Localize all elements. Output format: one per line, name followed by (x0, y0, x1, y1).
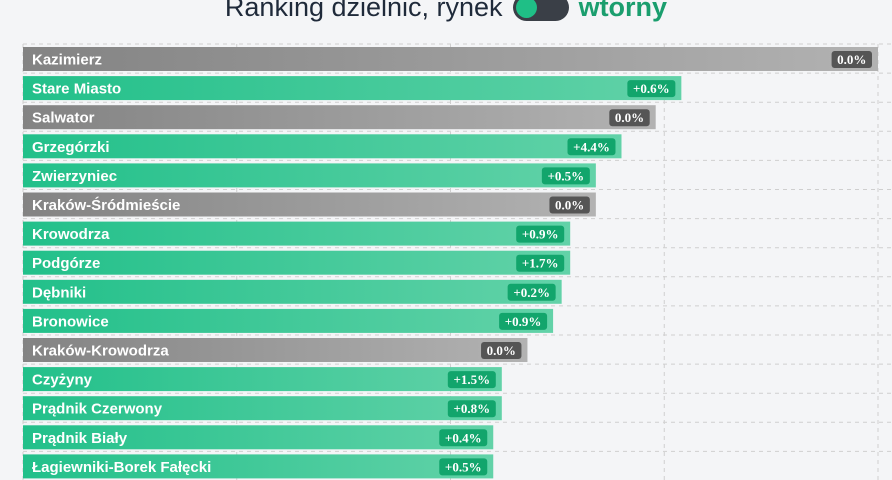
market-toggle[interactable] (512, 0, 569, 21)
bar[interactable] (23, 47, 878, 71)
bar[interactable] (23, 221, 571, 246)
bar-row[interactable]: Podgórze +1.7% (23, 250, 571, 275)
bar-label: Łagiewniki-Borek Fałęcki (32, 459, 211, 476)
change-badge-text: +0.9% (505, 314, 542, 329)
bar-row[interactable]: Bronowice +0.9% (23, 308, 554, 333)
bar-label: Zwierzyniec (32, 168, 117, 185)
change-badge (541, 167, 590, 185)
change-badge (439, 458, 488, 476)
bar-layer: Kazimierz 0.0% Stare Miasto +0.6% Salwator 0.… (23, 47, 878, 479)
bar-label: Prądnik Biały (32, 430, 128, 447)
bar-label: Kraków-Śródmieście (32, 196, 180, 214)
bar[interactable] (23, 425, 494, 450)
bar[interactable] (23, 76, 682, 101)
bar-row[interactable]: Kazimierz 0.0% (23, 47, 878, 71)
bar-row[interactable]: Kraków-Krowodrza 0.0% (23, 338, 528, 362)
bar-row[interactable]: Kraków-Śródmieście 0.0% (23, 192, 596, 217)
bar-label: Salwator (32, 110, 95, 127)
change-badge-text: +1.5% (453, 372, 490, 387)
change-badge (481, 342, 522, 359)
change-badge-text: 0.0% (555, 198, 584, 213)
change-badge-text: +0.5% (445, 459, 482, 474)
change-badge-text: +0.4% (445, 430, 482, 445)
bar[interactable] (23, 192, 596, 217)
change-badge (567, 138, 616, 156)
grid-layer (22, 43, 892, 480)
bar-label: Kazimierz (32, 52, 102, 69)
bar-label: Dębniki (32, 284, 86, 301)
bar-row[interactable]: Prądnik Czerwony +0.8% (23, 396, 502, 421)
bar-row[interactable]: Dębniki +0.2% (23, 279, 562, 304)
change-badge-text: +0.5% (548, 168, 585, 183)
change-badge (499, 312, 548, 330)
change-badge (447, 371, 496, 389)
bar-row[interactable]: Czyżyny +1.5% (23, 367, 502, 392)
bar-row[interactable]: Prądnik Biały +0.4% (23, 425, 494, 450)
bar-label: Bronowice (32, 313, 109, 330)
bar[interactable] (23, 308, 554, 333)
market-mode-label: wtorny (578, 0, 668, 22)
change-badge (831, 51, 872, 68)
bar[interactable] (23, 134, 622, 159)
bar-row[interactable]: Stare Miasto +0.6% (23, 76, 682, 101)
toggle-knob (515, 0, 537, 18)
change-badge (549, 196, 590, 214)
chart-title: Ranking dzielnic, rynek (224, 0, 503, 22)
bar[interactable] (23, 454, 494, 479)
bar-label: Stare Miasto (32, 81, 121, 98)
bar[interactable] (23, 367, 502, 392)
bar-label: Kraków-Krowodrza (32, 343, 169, 360)
change-badge-text: +0.6% (633, 81, 670, 96)
change-badge-text: +4.4% (573, 139, 610, 154)
change-badge (609, 109, 650, 127)
bar-row[interactable]: Salwator 0.0% (23, 105, 656, 130)
bar-row[interactable]: Łagiewniki-Borek Fałęcki +0.5% (23, 454, 494, 479)
bar-label: Krowodrza (32, 226, 110, 243)
change-badge-text: +1.7% (522, 256, 559, 271)
bar[interactable] (23, 250, 571, 275)
change-badge-text: +0.2% (513, 285, 550, 300)
bar-label: Podgórze (32, 255, 100, 272)
change-badge (516, 254, 565, 272)
bar-label: Grzegórzki (32, 139, 110, 156)
change-badge (627, 80, 676, 98)
bar-label: Czyżyny (32, 372, 93, 389)
bar-row[interactable]: Krowodrza +0.9% (23, 221, 571, 246)
change-badge-text: 0.0% (837, 52, 866, 67)
change-badge (439, 429, 488, 447)
change-badge (516, 225, 565, 243)
change-badge-text: 0.0% (487, 343, 516, 358)
bar-row[interactable]: Zwierzyniec +0.5% (23, 163, 596, 188)
bar-row[interactable]: Grzegórzki +4.4% (23, 134, 622, 159)
change-badge (447, 400, 496, 418)
bar[interactable] (23, 338, 528, 362)
bar[interactable] (23, 163, 596, 188)
chart-header: Ranking dzielnic, rynek wtorny (0, 0, 892, 27)
change-badge (507, 283, 556, 301)
change-badge-text: 0.0% (615, 110, 644, 125)
change-badge-text: +0.8% (453, 401, 490, 416)
bar[interactable] (23, 279, 562, 304)
bar[interactable] (23, 396, 502, 421)
bar-label: Prądnik Czerwony (32, 401, 163, 418)
bar[interactable] (23, 105, 656, 130)
change-badge-text: +0.9% (522, 227, 559, 242)
